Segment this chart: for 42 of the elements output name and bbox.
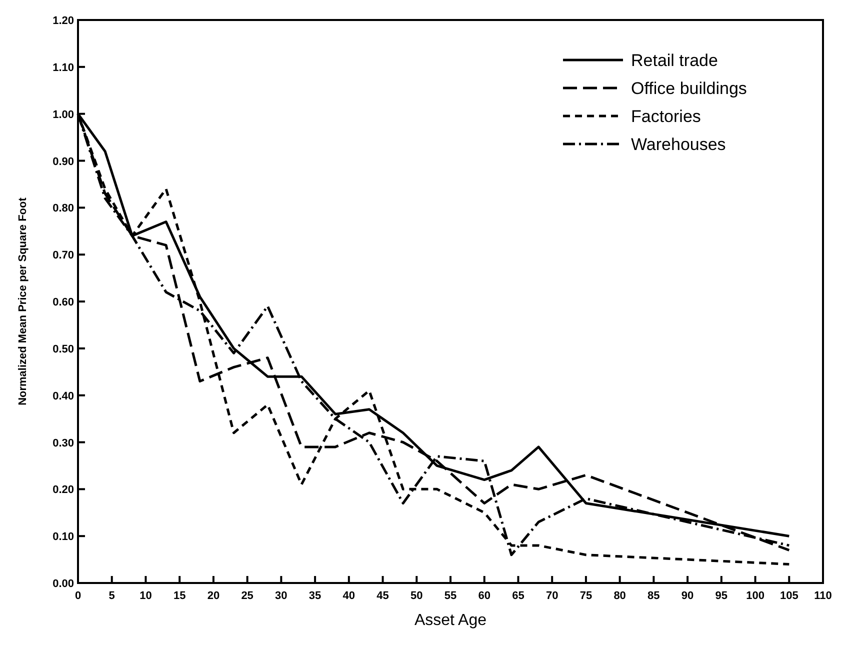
x-tick-label: 105 [780,590,798,602]
x-tick-label: 25 [241,590,254,602]
x-tick-label: 95 [715,590,728,602]
y-tick-label: 1.20 [52,15,74,27]
y-tick-label: 0.40 [52,390,74,402]
y-tick-label: 0.60 [52,296,74,308]
x-tick-label: 90 [681,590,694,602]
y-tick-label: 0.30 [52,437,74,450]
x-tick-label: 80 [614,590,626,602]
y-tick-label: 0.50 [52,343,74,356]
y-tick-label: 0.70 [52,250,74,262]
x-tick-label: 35 [308,590,322,602]
x-tick-label: 110 [814,590,832,602]
x-tick-label: 15 [173,590,186,602]
y-axis-title: Normalized Mean Price per Square Foot [17,197,29,406]
y-tick-label: 0.00 [52,578,74,590]
x-tick-label: 0 [74,590,82,602]
y-tick-label: 1.10 [52,62,74,74]
x-tick-label: 40 [342,590,356,602]
y-tick-label: 0.80 [52,202,74,215]
x-axis-title: Asset Age [414,612,487,629]
x-tick-label: 30 [275,590,288,602]
legend-label: Office buildings [631,79,747,98]
x-tick-label: 55 [444,590,457,602]
y-tick-label: 1.00 [52,108,74,121]
x-tick-label: 45 [376,590,389,602]
x-tick-label: 65 [512,590,524,602]
x-tick-label: 5 [108,590,115,602]
x-tick-label: 75 [580,590,592,602]
x-tick-label: 85 [648,590,660,602]
x-tick-label: 60 [478,590,490,602]
x-tick-label: 10 [140,590,152,602]
y-tick-label: 0.10 [52,531,74,544]
legend-label: Retail trade [631,51,718,70]
x-tick-label: 70 [546,590,558,602]
y-tick-label: 0.90 [52,156,74,168]
y-tick-label: 0.20 [52,484,74,496]
x-tick-label: 100 [746,590,764,602]
x-tick-label: 50 [410,590,423,602]
legend-label: Factories [631,107,701,126]
x-tick-label: 20 [207,590,220,602]
legend-label: Warehouses [631,135,726,154]
